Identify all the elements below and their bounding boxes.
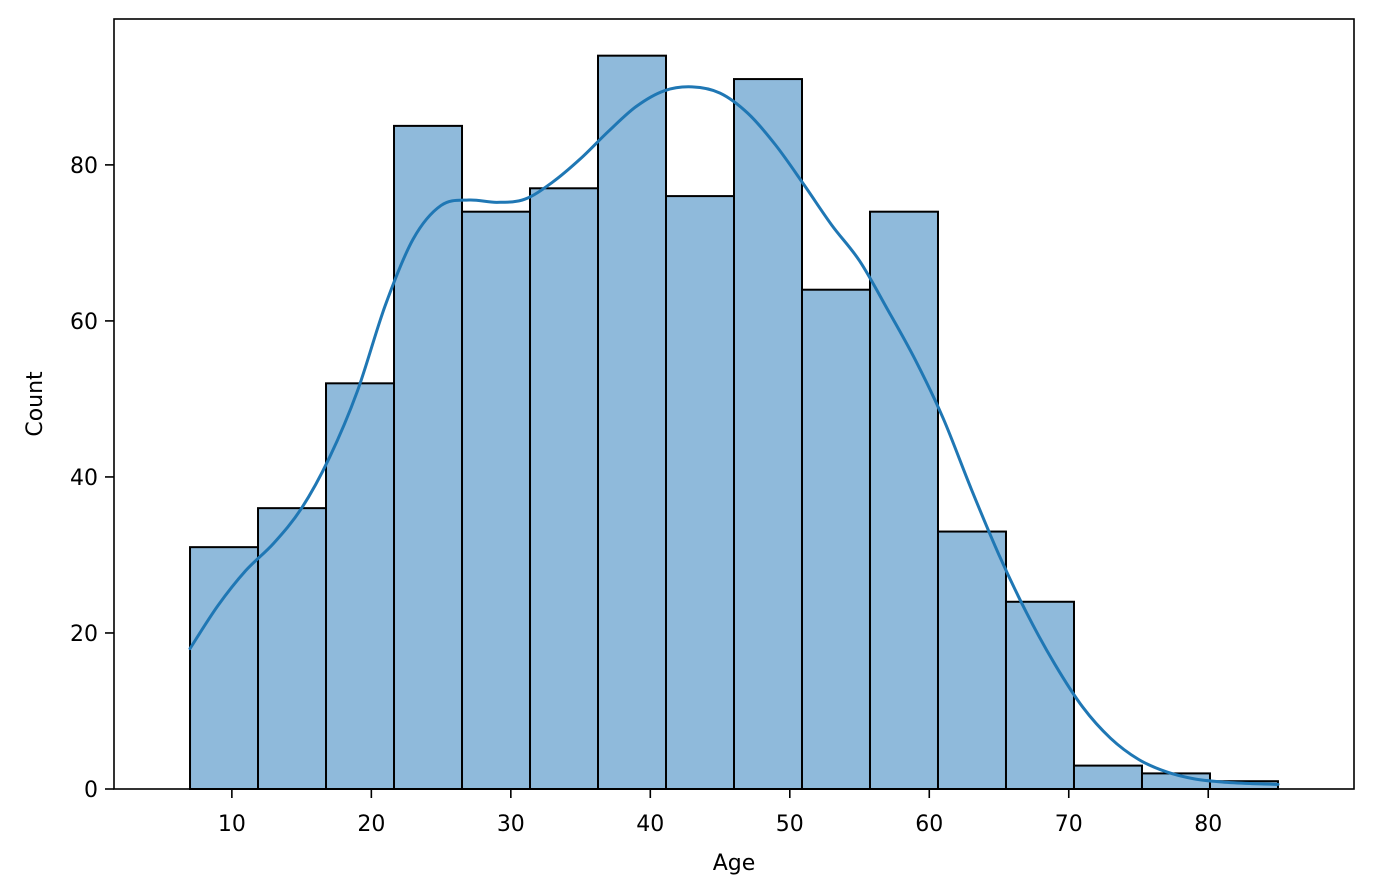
- kde-curve: [188, 85, 1280, 786]
- x-tick-label: 20: [357, 812, 385, 837]
- histogram-bar: [800, 288, 871, 790]
- y-axis-label: Count: [23, 371, 48, 437]
- y-tick-label: 40: [70, 466, 98, 491]
- histogram-bar: [461, 210, 532, 791]
- histogram-bar: [325, 382, 396, 790]
- histogram-bar: [665, 195, 736, 790]
- y-axis-ticks: 0 20 40 60 80: [70, 154, 114, 803]
- x-tick-label: 10: [218, 812, 246, 837]
- histogram-bar: [1004, 600, 1075, 790]
- histogram-bar: [529, 187, 600, 791]
- histogram-bars: [189, 54, 1279, 791]
- y-tick-label: 60: [70, 310, 98, 335]
- x-tick-label: 30: [497, 812, 525, 837]
- y-tick-label: 80: [70, 154, 98, 179]
- y-tick-label: 20: [70, 622, 98, 647]
- histogram-bar: [189, 546, 260, 790]
- x-tick-label: 60: [915, 812, 943, 837]
- histogram-bar: [868, 210, 939, 791]
- x-tick-label: 40: [636, 812, 664, 837]
- histogram-bar: [393, 124, 464, 790]
- plot-frame: [113, 18, 1355, 790]
- x-axis-ticks: 10 20 30 40 50 60 70 80: [218, 789, 1222, 837]
- x-tick-label: 70: [1055, 812, 1083, 837]
- histogram-bar: [733, 78, 803, 790]
- histogram-bar: [936, 530, 1007, 790]
- histogram-bar: [257, 507, 328, 790]
- histogram-bar: [1072, 764, 1143, 791]
- x-axis-label: Age: [713, 851, 756, 876]
- x-tick-label: 50: [776, 812, 804, 837]
- y-tick-label: 0: [84, 778, 98, 803]
- histogram-bar: [597, 54, 668, 790]
- x-tick-label: 80: [1194, 812, 1222, 837]
